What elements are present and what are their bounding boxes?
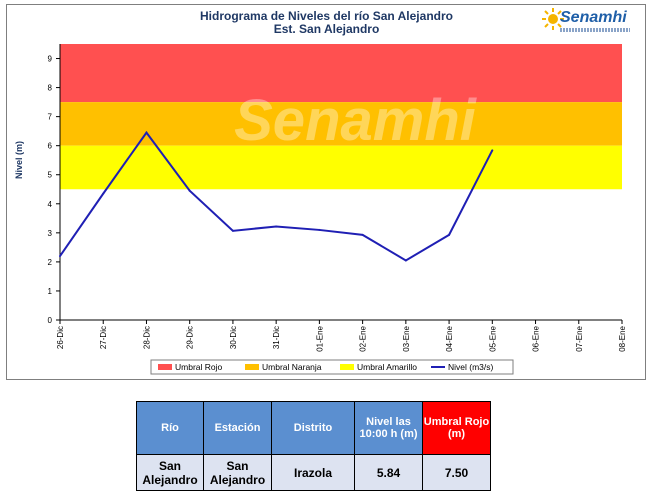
x-tick-label: 29-Dic [186, 326, 195, 349]
legend-label: Nivel (m3/s) [448, 362, 494, 372]
hydrograph-chart: Senamhi 0 1 2 3 4 5 6 7 8 9 26-Dic 27-Dic 28-Dic 29-… [14, 44, 627, 375]
header-estacion: Estación [203, 401, 272, 455]
table-row: San Alejandro San Alejandro Irazola 5.84… [136, 454, 491, 491]
station-table: Río Estación Distrito Nivel las 10:00 h … [136, 401, 491, 491]
data-point [404, 259, 407, 262]
y-tick-label: 9 [48, 55, 53, 64]
header-rio: Río [136, 401, 204, 455]
data-point [145, 131, 148, 134]
x-tick-label: 26-Dic [56, 326, 65, 349]
data-point [361, 233, 364, 236]
y-tick-label: 7 [48, 113, 53, 122]
y-tick-label: 0 [48, 316, 53, 325]
header-nivel: Nivel las 10:00 h (m) [354, 401, 423, 455]
legend-label: Umbral Amarillo [357, 362, 417, 372]
cell-rio: San Alejandro [136, 454, 204, 491]
series [59, 130, 494, 262]
chart-title: Hidrograma de Niveles del río San Alejan… [200, 9, 453, 23]
band-umbral-naranja [60, 102, 622, 146]
y-tick-label: 3 [48, 229, 53, 238]
header-umbral-rojo: Umbral Rojo (m) [422, 401, 491, 455]
x-tick-label: 08-Ene [618, 325, 627, 351]
sun-icon [542, 8, 564, 30]
y-tick-label: 1 [48, 287, 53, 296]
data-point [491, 149, 494, 152]
cell-distrito: Irazola [271, 454, 355, 491]
senamhi-logo: Senamhi [542, 6, 632, 38]
threshold-bands [60, 44, 622, 190]
x-tick-label: 01-Ene [315, 325, 324, 351]
y-axis-label: Nivel (m) [14, 141, 24, 179]
x-tick-label: 27-Dic [99, 326, 108, 349]
x-tick-label: 28-Dic [142, 326, 151, 349]
band-umbral-rojo [60, 44, 622, 103]
data-point [102, 192, 105, 195]
data-point [188, 189, 191, 192]
band-umbral-amarillo [60, 145, 622, 190]
data-point [318, 228, 321, 231]
x-tick-label: 03-Ene [402, 325, 411, 351]
x-tick-label: 04-Ene [445, 325, 454, 351]
legend-swatch [245, 364, 259, 370]
y-ticks: 0 1 2 3 4 5 6 7 8 9 [48, 55, 60, 325]
chart-subtitle: Est. San Alejandro [273, 22, 380, 36]
legend-label: Umbral Naranja [262, 362, 322, 372]
data-point [59, 255, 61, 258]
data-point [275, 225, 278, 228]
header-distrito: Distrito [271, 401, 355, 455]
x-ticks: 26-Dic 27-Dic 28-Dic 29-Dic 30-Dic 31-Dic 01-E… [56, 320, 627, 352]
data-point [231, 229, 234, 232]
x-tick-label: 31-Dic [272, 326, 281, 349]
legend-swatch [158, 364, 172, 370]
legend-box [150, 359, 514, 375]
y-tick-label: 2 [48, 258, 53, 267]
legend: Umbral Rojo Umbral Naranja Umbral Amarillo… [150, 359, 514, 375]
axes [59, 44, 622, 321]
cell-estacion: San Alejandro [203, 454, 272, 491]
x-tick-label: 30-Dic [229, 326, 238, 349]
y-tick-label: 8 [48, 84, 53, 93]
cell-umbral-rojo: 7.50 [422, 454, 491, 491]
data-point [448, 233, 451, 236]
cell-nivel: 5.84 [354, 454, 423, 491]
y-tick-label: 6 [48, 142, 53, 151]
logo-text: Senamhi [560, 9, 627, 26]
y-tick-label: 4 [48, 200, 53, 209]
legend-label: Umbral Rojo [175, 362, 223, 372]
x-tick-label: 02-Ene [359, 325, 368, 351]
x-tick-label: 05-Ene [488, 325, 497, 351]
logo-subtext [560, 28, 630, 32]
x-tick-label: 06-Ene [532, 325, 541, 351]
table-header-row: Río Estación Distrito Nivel las 10:00 h … [136, 401, 491, 455]
x-tick-label: 07-Ene [575, 325, 584, 351]
watermark: Senamhi [234, 88, 478, 153]
y-tick-label: 5 [48, 171, 53, 180]
legend-swatch [340, 364, 354, 370]
